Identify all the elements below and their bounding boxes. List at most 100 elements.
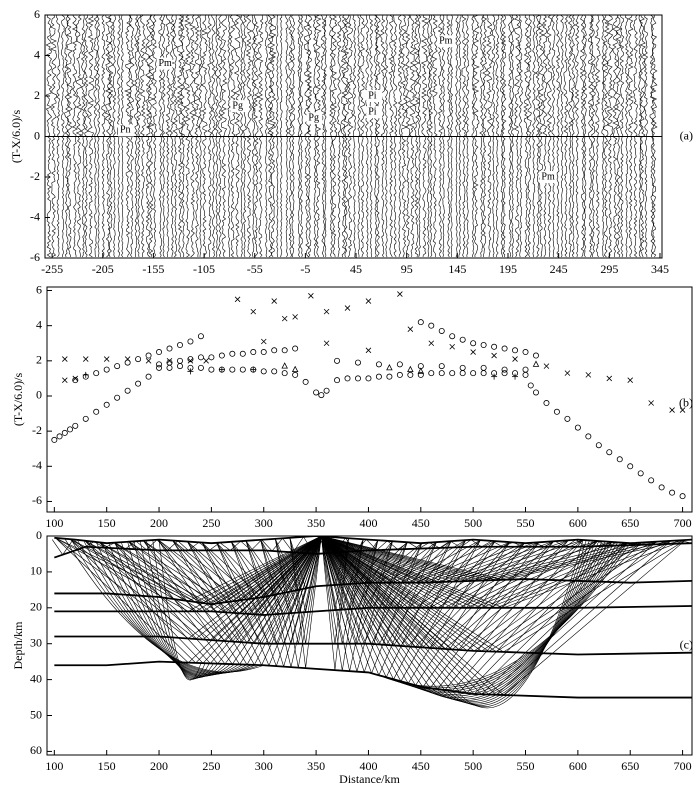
point — [218, 352, 225, 359]
point — [375, 373, 382, 380]
x-axis-label: Distance/km — [339, 772, 400, 786]
y-tick-label: 0 — [34, 128, 40, 142]
point — [292, 314, 298, 320]
point — [627, 377, 634, 383]
marker — [72, 422, 79, 429]
point — [176, 357, 183, 364]
point — [82, 371, 89, 378]
point — [543, 363, 550, 369]
axes-frame — [46, 535, 693, 756]
x-tick-label: 150 — [98, 759, 116, 773]
x-tick-label: 200 — [150, 516, 168, 530]
point — [669, 489, 676, 496]
panel-label: (c) — [680, 637, 693, 651]
marker — [197, 354, 204, 361]
panel-label: (b) — [679, 395, 693, 409]
point — [449, 370, 456, 377]
marker — [292, 371, 299, 378]
point — [291, 365, 299, 373]
marker — [318, 392, 325, 399]
annotation-bg — [306, 112, 323, 125]
marker — [527, 382, 534, 389]
trace — [559, 15, 564, 258]
trace — [413, 15, 420, 258]
marker — [449, 343, 456, 350]
marker — [637, 470, 644, 477]
trace — [384, 15, 389, 258]
marker — [606, 375, 613, 382]
trace — [266, 15, 275, 258]
point — [281, 362, 288, 369]
marker — [512, 356, 518, 362]
trace — [285, 15, 289, 258]
point — [627, 463, 634, 470]
y-tick-label: 2 — [36, 353, 42, 367]
trace — [312, 15, 318, 258]
marker — [292, 314, 298, 320]
marker — [208, 354, 215, 361]
point — [103, 356, 110, 362]
point — [491, 373, 498, 380]
marker — [176, 363, 183, 370]
trace — [555, 15, 561, 258]
point — [512, 347, 519, 354]
trace — [83, 15, 89, 258]
point — [564, 415, 571, 422]
trace — [107, 15, 114, 258]
point — [302, 378, 309, 385]
point — [124, 387, 131, 394]
trace — [643, 15, 649, 258]
marker — [323, 340, 330, 347]
marker — [354, 359, 361, 366]
x-tick-label: 450 — [412, 759, 430, 773]
point — [176, 342, 183, 349]
marker — [323, 308, 330, 315]
trace — [194, 15, 201, 257]
marker — [271, 298, 277, 304]
marker — [145, 358, 152, 364]
marker — [114, 363, 121, 370]
trace — [112, 15, 117, 258]
x-tick-label: 450 — [412, 516, 430, 530]
point — [585, 433, 592, 440]
y-tick-label: 2 — [34, 88, 40, 102]
marker — [313, 389, 320, 396]
trace — [147, 15, 155, 258]
marker — [281, 347, 288, 354]
marker — [239, 350, 246, 357]
marker — [229, 350, 236, 357]
marker — [365, 347, 372, 354]
point — [480, 364, 487, 371]
marker — [187, 338, 194, 345]
y-axis-label: (T-X/6.0)/s — [11, 373, 25, 427]
trace — [65, 15, 73, 257]
marker — [271, 368, 278, 375]
point — [407, 371, 414, 378]
point — [166, 359, 173, 366]
point — [532, 360, 540, 367]
point — [438, 370, 445, 377]
y-tick-label: -6 — [30, 250, 40, 264]
marker — [61, 429, 68, 436]
y-tick-label: 6 — [34, 7, 40, 21]
marker — [648, 477, 655, 484]
marker — [93, 408, 100, 415]
point — [648, 400, 654, 406]
marker — [365, 375, 372, 382]
marker — [250, 349, 257, 356]
trace — [458, 15, 462, 258]
marker — [512, 347, 519, 354]
x-tick-label: 250 — [202, 516, 220, 530]
trace — [437, 15, 443, 258]
trace — [650, 15, 658, 258]
phase-label: Pi — [368, 90, 377, 101]
x-tick-label: 650 — [621, 516, 639, 530]
trace — [624, 15, 630, 258]
trace — [340, 15, 347, 258]
trace — [330, 15, 338, 258]
marker — [176, 342, 183, 349]
marker — [124, 387, 131, 394]
point — [323, 387, 330, 394]
point — [417, 319, 424, 326]
point — [145, 358, 152, 364]
